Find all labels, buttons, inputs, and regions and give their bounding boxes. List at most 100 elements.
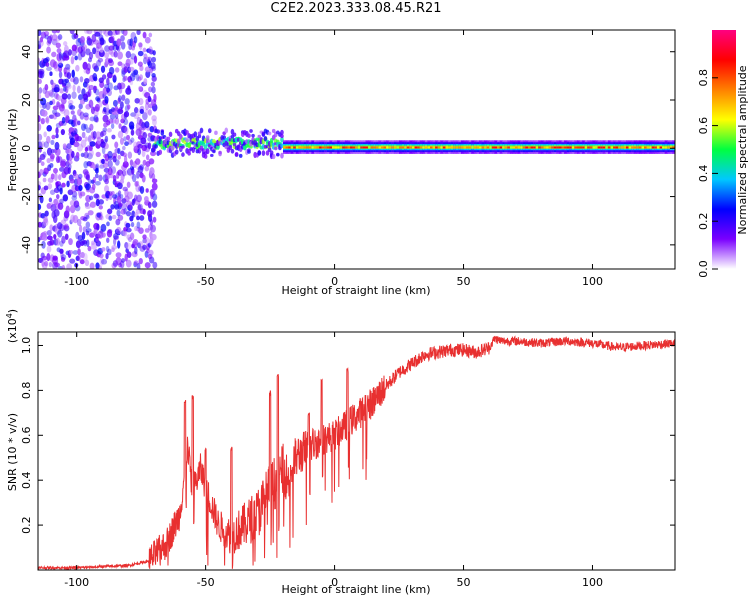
heat-cell bbox=[85, 174, 90, 181]
heat-cell bbox=[77, 248, 81, 256]
heat-cell bbox=[247, 148, 251, 152]
heat-cell bbox=[83, 123, 88, 130]
heat-cell bbox=[633, 146, 637, 149]
heat-cell bbox=[528, 146, 532, 149]
heat-cell bbox=[107, 208, 113, 215]
heat-cell bbox=[137, 204, 142, 211]
heat-cell bbox=[347, 146, 351, 149]
heat-cell bbox=[84, 203, 92, 210]
heat-cell bbox=[197, 134, 202, 139]
heat-cell bbox=[224, 127, 229, 134]
heat-cell bbox=[57, 62, 64, 68]
heat-cell bbox=[136, 30, 141, 36]
heat-cell bbox=[111, 214, 117, 220]
x-tick-label: 50 bbox=[457, 275, 471, 288]
heat-cell bbox=[142, 244, 147, 251]
heat-cell bbox=[101, 74, 107, 80]
heat-cell bbox=[136, 170, 140, 179]
heat-cell bbox=[160, 130, 165, 136]
heat-cell bbox=[261, 150, 266, 157]
colorbar-tick-label: 0.8 bbox=[697, 69, 710, 87]
heat-cell bbox=[70, 55, 75, 65]
heat-cell bbox=[130, 112, 137, 117]
heat-cell bbox=[381, 146, 385, 149]
y-tick-label: 0.6 bbox=[20, 427, 33, 445]
heat-cell bbox=[107, 150, 113, 159]
heat-cell bbox=[147, 95, 152, 103]
heat-cell bbox=[651, 146, 655, 149]
snr-y-multiplier: (x104) bbox=[5, 309, 19, 343]
heat-cell bbox=[112, 99, 118, 107]
heat-cell bbox=[129, 38, 134, 47]
heat-cell bbox=[592, 146, 596, 149]
snr-panel: -100 -50 0 50 100 0.2 0.4 0.6 0.8 1.0 Height of … bbox=[5, 309, 676, 596]
heat-cell bbox=[49, 153, 55, 160]
heat-cell bbox=[99, 47, 104, 53]
heat-cell bbox=[89, 232, 95, 238]
heat-cell bbox=[112, 174, 117, 182]
heat-cell bbox=[74, 55, 78, 61]
heat-cell bbox=[119, 101, 124, 110]
heat-cell bbox=[73, 200, 80, 208]
heat-cell bbox=[151, 200, 158, 208]
heat-cell bbox=[458, 146, 462, 149]
heat-cell bbox=[80, 139, 87, 148]
heat-cell bbox=[494, 146, 498, 149]
heat-cell bbox=[499, 146, 503, 149]
heat-cell bbox=[139, 108, 144, 114]
heat-cell bbox=[51, 98, 56, 105]
heat-cell bbox=[548, 146, 552, 149]
heat-cell bbox=[100, 131, 104, 138]
heat-cell bbox=[110, 204, 115, 210]
heat-cell bbox=[357, 146, 361, 149]
heat-cell bbox=[72, 84, 76, 92]
heat-cell bbox=[98, 211, 103, 221]
heat-cell bbox=[98, 34, 104, 42]
heat-cell bbox=[86, 239, 90, 247]
heat-cell bbox=[99, 215, 104, 221]
heat-cell bbox=[58, 51, 63, 61]
heat-cell bbox=[95, 193, 100, 201]
heat-cell bbox=[86, 30, 93, 35]
heat-cell bbox=[42, 102, 47, 109]
heat-cell bbox=[123, 75, 128, 81]
heat-cell bbox=[71, 44, 77, 52]
heat-cell bbox=[127, 85, 131, 91]
heat-cell bbox=[61, 93, 68, 100]
heat-cell bbox=[515, 146, 519, 149]
heat-cell bbox=[115, 252, 122, 258]
heat-cell bbox=[125, 210, 132, 217]
heat-cell bbox=[450, 146, 454, 149]
colorbar-tick-label: 0.2 bbox=[697, 212, 710, 230]
heat-cell bbox=[98, 30, 103, 35]
heat-cell bbox=[106, 248, 112, 256]
heat-cell bbox=[199, 127, 204, 134]
heat-cell bbox=[582, 146, 586, 149]
heat-cell bbox=[104, 172, 110, 181]
heat-cell bbox=[125, 134, 131, 141]
heat-cell bbox=[103, 142, 109, 150]
heat-cell bbox=[143, 78, 148, 85]
heat-cell bbox=[107, 167, 113, 176]
heat-cell bbox=[125, 222, 131, 228]
heat-cell bbox=[126, 227, 132, 233]
heat-cell bbox=[44, 210, 49, 217]
heat-cell bbox=[94, 103, 100, 112]
heat-cell bbox=[125, 259, 132, 268]
heat-cell bbox=[595, 146, 599, 149]
heat-cell bbox=[151, 178, 158, 184]
heat-cell bbox=[139, 164, 144, 171]
colorbar: 0.0 0.2 0.4 0.6 0.8 Normalized spectral ampl… bbox=[697, 30, 749, 278]
heat-cell bbox=[85, 228, 92, 233]
heat-cell bbox=[39, 36, 44, 43]
heat-cell bbox=[129, 73, 136, 82]
heat-cell bbox=[99, 257, 105, 266]
heat-cell bbox=[566, 146, 570, 149]
heat-cell bbox=[144, 228, 150, 233]
heat-cell bbox=[42, 230, 48, 238]
heat-cell bbox=[64, 233, 69, 240]
heat-cell bbox=[74, 45, 79, 54]
heat-cell bbox=[44, 260, 49, 267]
heat-cell bbox=[538, 146, 542, 149]
heat-cell bbox=[101, 130, 107, 136]
